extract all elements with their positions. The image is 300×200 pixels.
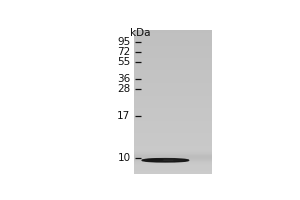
Text: 28: 28 — [117, 84, 130, 94]
Ellipse shape — [142, 159, 189, 162]
Text: 95: 95 — [117, 37, 130, 47]
Text: 10: 10 — [117, 153, 130, 163]
Text: kDa: kDa — [130, 28, 150, 38]
Text: 17: 17 — [117, 111, 130, 121]
Text: 72: 72 — [117, 47, 130, 57]
Ellipse shape — [173, 160, 188, 161]
Text: 55: 55 — [117, 57, 130, 67]
Ellipse shape — [147, 159, 163, 161]
Text: 36: 36 — [117, 74, 130, 84]
